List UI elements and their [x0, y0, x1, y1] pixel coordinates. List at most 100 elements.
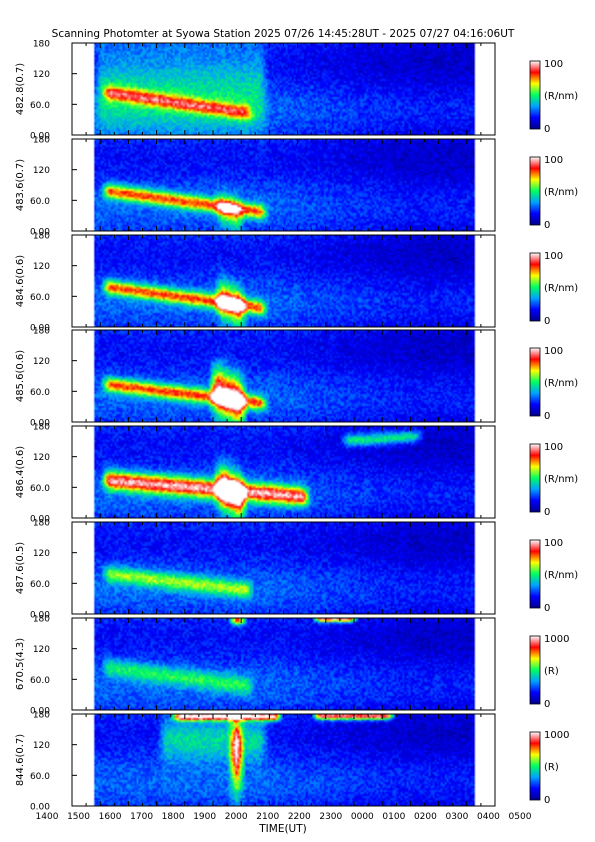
colorbar-unit-label: (R/nm)	[544, 378, 578, 389]
y-tick-label: 60.0	[30, 197, 50, 207]
colorbar-unit-label: (R)	[544, 666, 559, 677]
colorbar	[529, 60, 541, 130]
y-tick-label: 60.0	[30, 293, 50, 303]
colorbar-max-label: 1000	[544, 634, 569, 645]
panel-2: 0.00 60.0 120 180 483.6(0.7) 100 (R/nm) 0	[15, 136, 578, 238]
y-axis-label: 486.4(0.6)	[15, 446, 26, 498]
colorbar-min-label: 0	[544, 316, 550, 327]
x-tick-label: 1700	[130, 812, 153, 822]
x-tick-label: 2200	[288, 812, 311, 822]
colorbar-max-label: 100	[544, 251, 563, 262]
colorbar-min-label: 0	[544, 220, 550, 231]
colorbar-max-label: 100	[544, 155, 563, 166]
x-tick-label: 0500	[509, 812, 532, 822]
y-tick-label: 0.00	[30, 707, 50, 717]
colorbar-min-label: 0	[544, 603, 550, 614]
y-tick-label: 60.0	[30, 388, 50, 398]
colorbar-min-label: 0	[544, 699, 550, 710]
keogram-image	[72, 618, 495, 710]
x-tick-label: 1600	[99, 812, 122, 822]
keogram-image	[72, 235, 495, 327]
colorbar-unit-label: (R/nm)	[544, 91, 578, 102]
colorbar-unit-label: (R/nm)	[544, 570, 578, 581]
x-tick-label: 0000	[351, 812, 374, 822]
y-tick-label: 60.0	[30, 101, 50, 111]
colorbar-max-label: 100	[544, 538, 563, 549]
x-tick-label: 1800	[162, 812, 185, 822]
colorbar	[529, 635, 541, 705]
y-tick-label: 120	[33, 645, 50, 655]
y-tick-label: 60.0	[30, 772, 50, 782]
y-tick-label: 0.00	[30, 324, 50, 334]
panel-3: 0.00 60.0 120 180 484.6(0.6) 100 (R/nm) 0	[15, 232, 578, 334]
colorbar	[529, 539, 541, 609]
y-tick-label: 180	[33, 327, 50, 337]
colorbar-min-label: 0	[544, 795, 550, 806]
x-tick-label: 1400	[36, 812, 59, 822]
colorbar-min-label: 0	[544, 411, 550, 422]
y-tick-label: 180	[33, 423, 50, 433]
y-tick-label: 60.0	[30, 580, 50, 590]
y-axis-label: 485.6(0.6)	[15, 350, 26, 402]
y-tick-label: 0.00	[30, 803, 50, 813]
y-tick-label: 120	[33, 453, 50, 463]
y-tick-label: 120	[33, 262, 50, 272]
colorbar	[529, 731, 541, 801]
colorbar	[529, 347, 541, 417]
y-tick-label: 180	[33, 711, 50, 721]
colorbar-unit-label: (R/nm)	[544, 283, 578, 294]
x-tick-label: 0300	[445, 812, 468, 822]
panel-6: 0.00 60.0 120 180 487.6(0.5) 100 (R/nm) 0	[15, 519, 578, 621]
colorbar-unit-label: (R)	[544, 762, 559, 773]
y-tick-label: 180	[33, 615, 50, 625]
x-axis-label: TIME(UT)	[258, 823, 307, 835]
y-tick-label: 60.0	[30, 484, 50, 494]
keogram-image	[72, 43, 495, 135]
y-axis-label: 487.6(0.5)	[15, 542, 26, 594]
keogram-image	[72, 522, 495, 614]
x-tick-label: 1500	[67, 812, 90, 822]
y-tick-label: 180	[33, 40, 50, 50]
keogram-image	[72, 426, 495, 518]
keogram-image	[72, 139, 495, 231]
colorbar	[529, 156, 541, 226]
colorbar-unit-label: (R/nm)	[544, 474, 578, 485]
colorbar-max-label: 100	[544, 59, 563, 70]
y-tick-label: 0.00	[30, 611, 50, 621]
keogram-panels: 0.00 60.0 120 180 482.8(0.7) 100 (R/nm) 0 0.00 60…	[15, 40, 578, 813]
x-tick-label: 2100	[256, 812, 279, 822]
y-tick-label: 120	[33, 166, 50, 176]
y-tick-label: 0.00	[30, 515, 50, 525]
y-tick-label: 120	[33, 70, 50, 80]
y-axis-label: 483.6(0.7)	[15, 159, 26, 211]
x-tick-label: 0200	[414, 812, 437, 822]
time-axis: 1400 1500 1600 1700 1800 1900 2000 2100 2200 2300…	[36, 812, 532, 822]
y-tick-label: 0.00	[30, 132, 50, 142]
y-tick-label: 120	[33, 741, 50, 751]
y-axis-label: 482.8(0.7)	[15, 63, 26, 115]
colorbar-unit-label: (R/nm)	[544, 187, 578, 198]
figure-title: Scanning Photomter at Syowa Station 2025…	[52, 28, 515, 40]
colorbar-min-label: 0	[544, 124, 550, 135]
y-tick-label: 0.00	[30, 228, 50, 238]
y-tick-label: 180	[33, 232, 50, 242]
x-tick-label: 0400	[477, 812, 500, 822]
panel-5: 0.00 60.0 120 180 486.4(0.6) 100 (R/nm) 0	[15, 423, 578, 525]
colorbar-max-label: 100	[544, 346, 563, 357]
panel-8: 0.00 60.0 120 180 844.6(0.7) 1000 (R) 0	[15, 711, 569, 813]
panel-7: 0.00 60.0 120 180 670.5(4.3) 1000 (R) 0	[15, 615, 569, 717]
x-tick-label: 2300	[319, 812, 342, 822]
colorbar-max-label: 1000	[544, 730, 569, 741]
y-tick-label: 120	[33, 357, 50, 367]
colorbar-min-label: 0	[544, 507, 550, 518]
colorbar-max-label: 100	[544, 442, 563, 453]
y-tick-label: 120	[33, 549, 50, 559]
y-axis-label: 844.6(0.7)	[15, 734, 26, 786]
keogram-image	[72, 714, 495, 806]
colorbar	[529, 443, 541, 513]
y-tick-label: 60.0	[30, 676, 50, 686]
colorbar	[529, 252, 541, 322]
y-tick-label: 180	[33, 136, 50, 146]
y-tick-label: 180	[33, 519, 50, 529]
